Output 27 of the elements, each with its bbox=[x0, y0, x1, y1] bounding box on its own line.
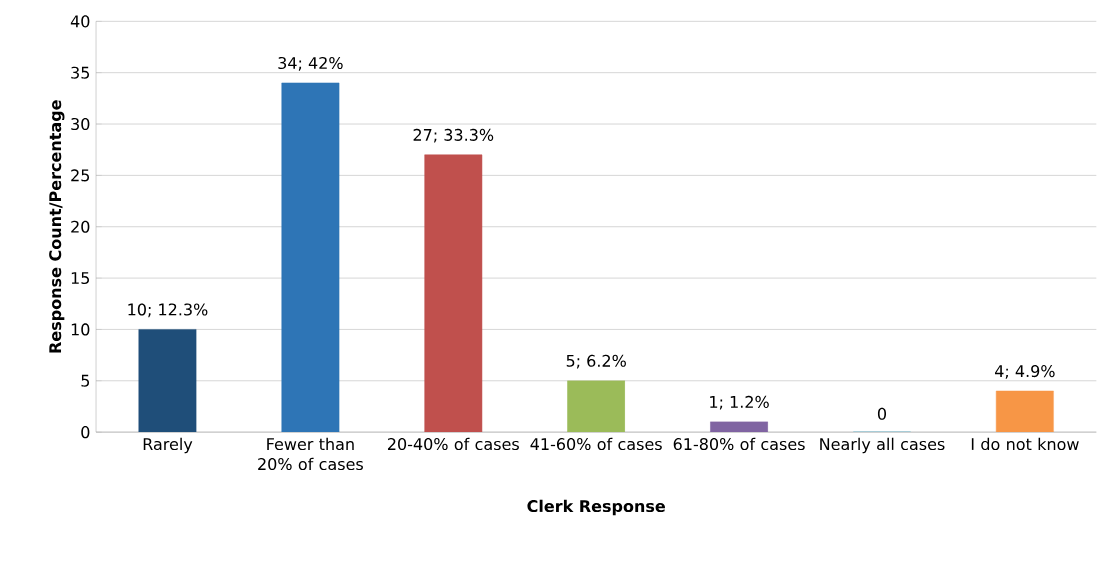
y-tick-label: 40 bbox=[70, 15, 90, 28]
x-tick-label: 20-40% of cases bbox=[387, 437, 519, 451]
x-tick-label: Rarely bbox=[143, 437, 193, 454]
data-label: 5; 6.2% bbox=[566, 354, 626, 369]
bar bbox=[567, 380, 626, 433]
data-label: 4; 4.9% bbox=[995, 365, 1055, 379]
y-tick-label: 15 bbox=[71, 272, 90, 285]
y-tick-label: 20 bbox=[71, 220, 90, 233]
data-label: 34; 42% bbox=[278, 57, 343, 71]
data-label: 0 bbox=[877, 407, 887, 420]
data-label: 1; 1.2% bbox=[710, 395, 769, 410]
bar bbox=[281, 82, 340, 433]
x-tick-label: 41-60% of cases bbox=[530, 437, 662, 451]
x-tick-label: I do not know bbox=[971, 437, 1079, 451]
y-axis-title: Response Count/Percentage bbox=[49, 100, 65, 353]
x-tick-label: Fewer than 20% of cases bbox=[258, 437, 363, 471]
y-tick-label: 0 bbox=[81, 426, 90, 439]
y-tick-label: 35 bbox=[71, 66, 90, 79]
y-tick-label: 5 bbox=[81, 374, 90, 387]
y-tick-label: 30 bbox=[71, 118, 90, 131]
data-label: 27; 33.3% bbox=[413, 128, 494, 143]
x-axis-title: Clerk Response bbox=[527, 499, 665, 516]
y-tick-label: 25 bbox=[71, 169, 90, 182]
x-tick-label: 61-80% of cases bbox=[673, 437, 805, 451]
x-tick-label: Nearly all cases bbox=[820, 437, 945, 454]
y-tick-label: 10 bbox=[71, 323, 90, 336]
data-label: 10; 12.3% bbox=[128, 303, 208, 318]
